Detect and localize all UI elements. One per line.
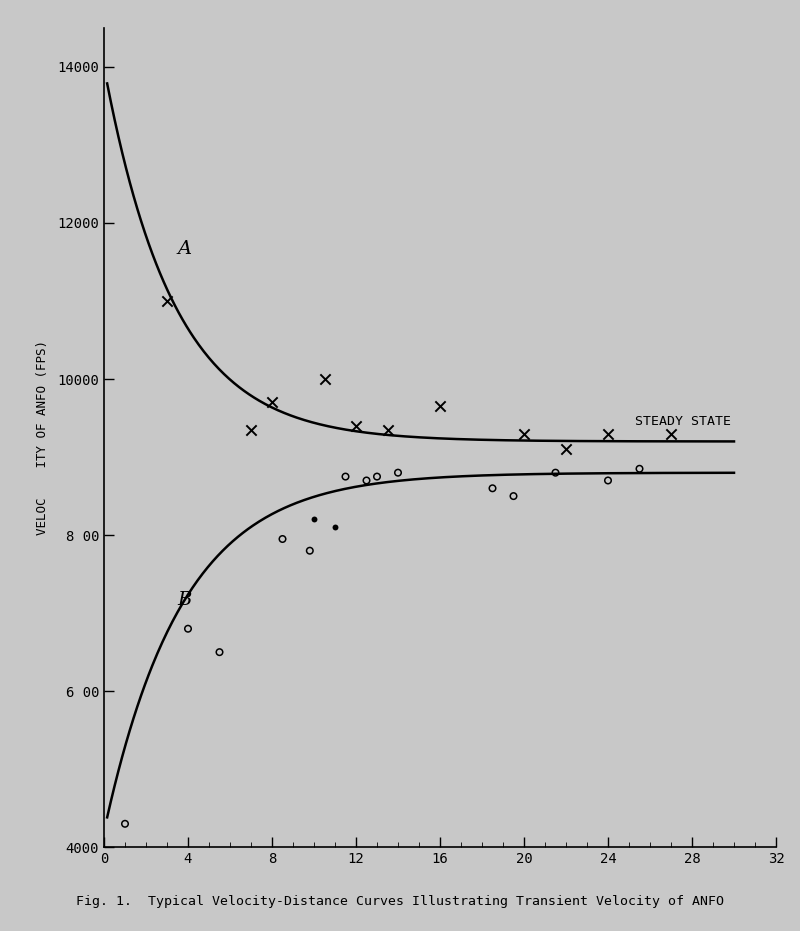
Point [486,480,499,495]
Text: STEADY STATE: STEADY STATE [635,415,731,428]
Point [381,423,394,438]
Point [602,426,614,441]
Point [633,462,646,477]
Point [360,473,373,488]
Point [549,466,562,480]
Point [602,473,614,488]
Point [276,532,289,546]
Point [182,621,194,636]
Point [307,512,320,527]
Point [434,398,446,413]
Point [303,544,316,559]
Point [560,442,573,457]
Point [329,519,342,534]
Point [318,371,331,386]
Text: Fig. 1.  Typical Velocity-Distance Curves Illustrating Transient Velocity of ANF: Fig. 1. Typical Velocity-Distance Curves… [76,895,724,908]
Point [392,466,404,480]
Y-axis label: VELOC    ITY OF ANFO (FPS): VELOC ITY OF ANFO (FPS) [36,340,49,535]
Point [161,293,174,308]
Point [339,469,352,484]
Point [266,395,278,410]
Point [370,469,383,484]
Point [350,418,362,433]
Point [665,426,678,441]
Point [507,489,520,504]
Point [118,816,131,831]
Point [245,423,258,438]
Point [213,644,226,659]
Point [518,426,530,441]
Text: A: A [178,240,192,258]
Text: B: B [178,591,192,609]
